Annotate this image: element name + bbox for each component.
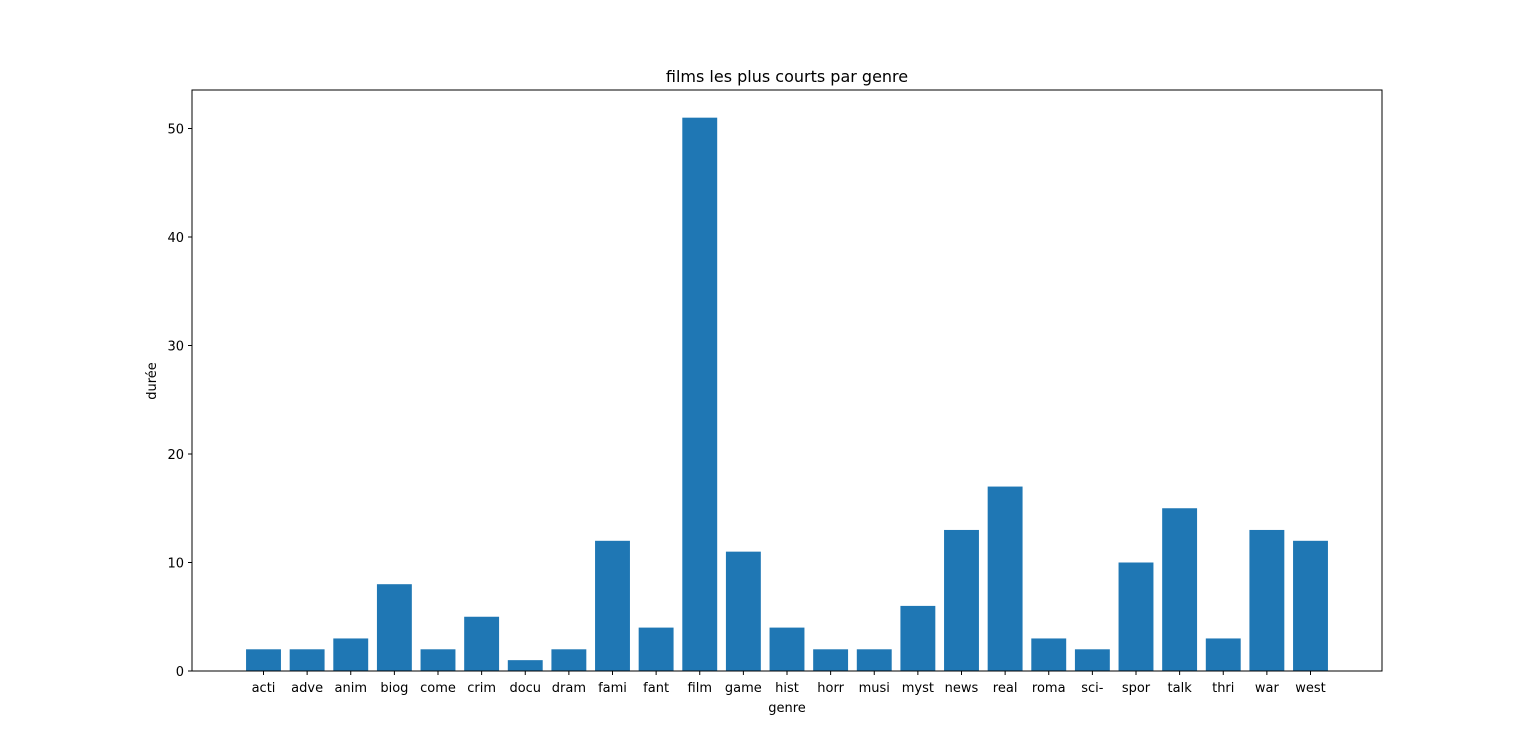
x-tick-label: game (725, 681, 762, 696)
x-tick-label: biog (380, 681, 408, 696)
bar-biog (376, 584, 412, 671)
bar-war (1249, 529, 1285, 671)
y-axis-label: durée (145, 362, 160, 400)
bar-musi (856, 649, 892, 671)
bar-adve (289, 649, 325, 671)
bar-hist (769, 627, 805, 671)
y-axis-ticks: 0 10 20 30 40 50 (167, 123, 192, 680)
x-tick-label: musi (859, 681, 890, 696)
x-tick-label: adve (291, 681, 323, 696)
x-tick-label: dram (552, 681, 586, 696)
x-tick-label: fant (643, 681, 669, 696)
bar-docu (507, 660, 543, 671)
bar-game (725, 551, 761, 671)
x-tick-label: west (1295, 681, 1326, 696)
bar-thri (1205, 638, 1241, 671)
x-tick-label: real (993, 681, 1018, 696)
bar-acti (246, 649, 281, 671)
y-tick-label: 20 (167, 448, 184, 463)
bar-news (944, 529, 979, 671)
bar-fant (638, 627, 674, 671)
bar-horr (813, 649, 849, 671)
x-tick-label: docu (509, 681, 541, 696)
x-tick-label: come (420, 681, 456, 696)
x-tick-label: fami (598, 681, 627, 696)
chart-title: films les plus courts par genre (666, 67, 908, 86)
x-tick-label: news (945, 681, 979, 696)
plot-frame (191, 89, 1383, 672)
x-tick-label: thri (1212, 681, 1234, 696)
y-tick-label: 0 (176, 665, 184, 680)
y-tick-label: 40 (167, 231, 184, 246)
bar-film (682, 117, 718, 672)
x-tick-label: crim (467, 681, 496, 696)
x-tick-label: film (688, 681, 712, 696)
bar-anim (333, 638, 369, 671)
y-tick-label: 30 (167, 340, 184, 355)
x-tick-label: acti (252, 681, 276, 696)
y-tick-label: 10 (167, 557, 184, 572)
x-tick-label: horr (817, 681, 844, 696)
x-tick-label: sci- (1081, 681, 1104, 696)
x-axis-ticks: acti adve anim biog come crim docu dram fami fant… (252, 671, 1326, 696)
bar-myst (900, 605, 936, 671)
bar-dram (551, 649, 587, 671)
x-tick-label: roma (1032, 681, 1066, 696)
x-axis-label: genre (768, 701, 806, 716)
x-tick-label: spor (1122, 681, 1151, 696)
x-tick-label: war (1255, 681, 1280, 696)
bar-come (420, 649, 456, 671)
x-tick-label: anim (335, 681, 367, 696)
bar-talk (1162, 508, 1198, 671)
x-tick-label: hist (775, 681, 799, 696)
bar-real (987, 486, 1023, 671)
bar-fami (595, 540, 630, 671)
bar-roma (1031, 638, 1067, 671)
x-tick-label: talk (1168, 681, 1193, 696)
y-tick-label: 50 (167, 123, 184, 138)
bar-crim (464, 616, 500, 671)
x-tick-label: myst (902, 681, 934, 696)
bar-west (1293, 540, 1328, 671)
bars-group (246, 117, 1328, 672)
bar-spor (1118, 562, 1154, 671)
bar-sci- (1074, 649, 1110, 671)
